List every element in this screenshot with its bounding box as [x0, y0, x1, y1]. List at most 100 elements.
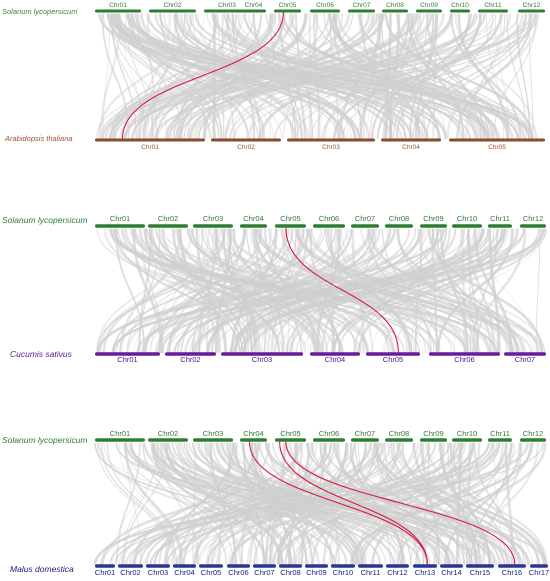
synteny-link [277, 13, 526, 140]
synteny-link [358, 442, 391, 566]
bottom-chromosome-bar [165, 352, 216, 356]
bottom-chromosome-bar [95, 138, 205, 142]
synteny-link [401, 442, 492, 566]
synteny-link [119, 228, 182, 354]
synteny-link [456, 13, 533, 140]
synteny-link [206, 442, 318, 566]
synteny-link [147, 13, 447, 140]
bottom-chromosome-bar [498, 564, 526, 568]
synteny-link [467, 228, 496, 354]
bottom-chromosome-bar [530, 564, 548, 568]
top-chromosome-label: Chr08 [389, 429, 409, 438]
synteny-link [453, 228, 502, 354]
synteny-link [131, 442, 465, 566]
top-chromosome-label: Chr05 [280, 429, 300, 438]
synteny-link [231, 442, 498, 566]
background-links [93, 442, 549, 566]
synteny-link [144, 442, 381, 566]
synteny-link [384, 13, 534, 140]
synteny-link [172, 13, 266, 140]
synteny-link [212, 13, 216, 140]
synteny-link [387, 442, 490, 566]
synteny-link [143, 442, 358, 566]
top-chromosome-bar [95, 224, 145, 228]
synteny-link [277, 442, 547, 566]
bottom-chromosome-bar [95, 564, 115, 568]
top-chromosome-label: Chr05 [280, 214, 300, 223]
bottom-chromosome-label: Chr06 [228, 568, 248, 577]
synteny-link [196, 13, 454, 140]
panel-1-top-species-label: Solanum lycopersicum [2, 7, 78, 16]
synteny-link [103, 442, 269, 566]
synteny-link [192, 228, 490, 354]
bottom-chromosome-bar [173, 564, 196, 568]
top-chromosome-label: Chr12 [523, 429, 543, 438]
synteny-link [139, 13, 497, 140]
synteny-link [337, 228, 519, 354]
synteny-link [96, 228, 344, 354]
synteny-link [236, 13, 447, 140]
synteny-link [264, 442, 286, 566]
bottom-chromosome-label: Chr01 [141, 144, 159, 151]
synteny-link [170, 13, 408, 140]
bottom-chromosome-label: Chr01 [95, 568, 115, 577]
synteny-link [474, 442, 539, 566]
top-chromosome-bar [416, 9, 442, 13]
background-links [95, 13, 540, 140]
synteny-link [154, 13, 532, 140]
bottom-chromosome-bar [429, 352, 500, 356]
top-chromosome-bar [452, 438, 482, 442]
bottom-chromosome-label: Chr05 [488, 144, 506, 151]
bottom-chromosome-bar [253, 564, 276, 568]
synteny-link [289, 442, 506, 566]
top-chromosome-label: Chr01 [110, 214, 130, 223]
top-chromosome-bar [149, 9, 196, 13]
top-chromosome-label: Chr12 [523, 2, 541, 9]
synteny-link [354, 442, 463, 566]
synteny-link [100, 442, 176, 566]
synteny-link [187, 13, 241, 140]
top-chromosome-bar [95, 9, 141, 13]
synteny-link [425, 442, 548, 566]
synteny-link [357, 228, 507, 354]
synteny-link [113, 228, 431, 354]
top-chromosome-bar [520, 438, 546, 442]
synteny-link [410, 228, 434, 354]
synteny-link [395, 442, 545, 566]
synteny-link [120, 13, 144, 140]
synteny-link [493, 13, 537, 140]
bottom-chromosome-bar [199, 564, 223, 568]
synteny-link [142, 442, 227, 566]
synteny-link [488, 228, 501, 354]
synteny-link [158, 228, 247, 354]
bottom-chromosome-bar [504, 352, 546, 356]
top-chromosome-bar [274, 9, 301, 13]
synteny-link [415, 13, 494, 140]
top-chromosome-label: Chr04 [245, 2, 263, 9]
synteny-link [197, 228, 218, 354]
synteny-link [477, 228, 535, 354]
synteny-link [160, 228, 481, 354]
synteny-link [506, 13, 527, 140]
bottom-chromosome-label: Chr02 [120, 568, 140, 577]
top-chromosome-bar [204, 9, 250, 13]
synteny-link [132, 228, 163, 354]
bottom-chromosome-label: Chr03 [148, 568, 168, 577]
panel-2-bottom-species-label: Cucumis sativus [10, 349, 72, 359]
synteny-link [358, 13, 509, 140]
synteny-link [338, 13, 383, 140]
synteny-link [221, 442, 496, 566]
synteny-link [193, 13, 432, 140]
bottom-chromosome-bar [118, 564, 143, 568]
synteny-link [122, 228, 369, 354]
synteny-link [328, 13, 495, 140]
synteny-link [98, 228, 222, 354]
top-chromosome-bar [241, 9, 266, 13]
bottom-chromosome-label: Chr06 [454, 355, 474, 364]
synteny-link [102, 13, 283, 140]
bottom-chromosome-bar [386, 564, 409, 568]
synteny-link [346, 13, 536, 140]
bottom-chromosome-label: Chr02 [180, 355, 200, 364]
synteny-link [422, 442, 481, 566]
